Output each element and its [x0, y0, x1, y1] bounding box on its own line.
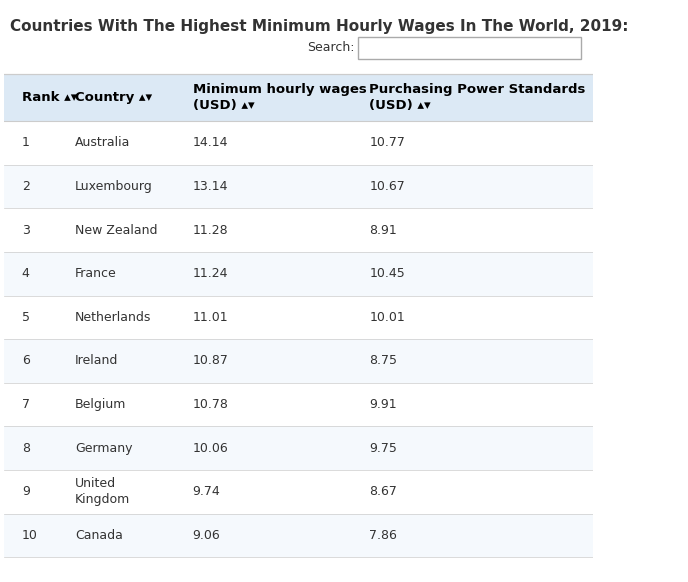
Text: Belgium: Belgium: [75, 398, 126, 411]
FancyBboxPatch shape: [4, 74, 593, 121]
Text: 2: 2: [22, 180, 30, 193]
Text: 10.67: 10.67: [369, 180, 405, 193]
FancyBboxPatch shape: [4, 208, 593, 252]
Text: United
Kingdom: United Kingdom: [75, 477, 130, 506]
Text: 9: 9: [22, 485, 30, 498]
Text: 3: 3: [22, 223, 30, 237]
Text: 10.01: 10.01: [369, 311, 405, 324]
Text: 4: 4: [22, 267, 30, 281]
Text: 11.24: 11.24: [193, 267, 228, 281]
Text: 9.74: 9.74: [193, 485, 220, 498]
Text: 10.77: 10.77: [369, 137, 405, 150]
Text: Germany: Germany: [75, 442, 132, 455]
Text: 10.78: 10.78: [193, 398, 228, 411]
Text: 5: 5: [22, 311, 30, 324]
Text: 13.14: 13.14: [193, 180, 228, 193]
Text: 9.75: 9.75: [369, 442, 397, 455]
Text: 14.14: 14.14: [193, 137, 228, 150]
Text: Netherlands: Netherlands: [75, 311, 151, 324]
FancyBboxPatch shape: [4, 296, 593, 339]
Text: Minimum hourly wages
(USD) ▴▾: Minimum hourly wages (USD) ▴▾: [193, 83, 367, 112]
Text: 8: 8: [22, 442, 30, 455]
Text: 10.87: 10.87: [193, 354, 228, 367]
FancyBboxPatch shape: [358, 37, 581, 59]
Text: 8.67: 8.67: [369, 485, 397, 498]
Text: 6: 6: [22, 354, 30, 367]
FancyBboxPatch shape: [4, 383, 593, 427]
Text: Countries With The Highest Minimum Hourly Wages In The World, 2019:: Countries With The Highest Minimum Hourl…: [10, 19, 629, 34]
FancyBboxPatch shape: [4, 427, 593, 470]
Text: 10.06: 10.06: [193, 442, 228, 455]
FancyBboxPatch shape: [4, 165, 593, 208]
Text: 9.06: 9.06: [193, 529, 220, 542]
Text: 11.28: 11.28: [193, 223, 228, 237]
Text: 8.91: 8.91: [369, 223, 397, 237]
FancyBboxPatch shape: [4, 252, 593, 296]
Text: 10: 10: [22, 529, 38, 542]
Text: Australia: Australia: [75, 137, 130, 150]
Text: France: France: [75, 267, 116, 281]
FancyBboxPatch shape: [4, 339, 593, 383]
Text: Ireland: Ireland: [75, 354, 118, 367]
Text: Search:: Search:: [307, 41, 354, 54]
Text: 11.01: 11.01: [193, 311, 228, 324]
Text: 9.91: 9.91: [369, 398, 397, 411]
Text: 8.75: 8.75: [369, 354, 398, 367]
Text: Canada: Canada: [75, 529, 122, 542]
FancyBboxPatch shape: [4, 513, 593, 557]
Text: Rank ▴▾: Rank ▴▾: [22, 91, 77, 104]
Text: New Zealand: New Zealand: [75, 223, 158, 237]
Text: 7.86: 7.86: [369, 529, 397, 542]
Text: 1: 1: [22, 137, 30, 150]
FancyBboxPatch shape: [4, 121, 593, 165]
Text: Luxembourg: Luxembourg: [75, 180, 153, 193]
Text: 7: 7: [22, 398, 30, 411]
FancyBboxPatch shape: [4, 470, 593, 513]
Text: Purchasing Power Standards
(USD) ▴▾: Purchasing Power Standards (USD) ▴▾: [369, 83, 585, 112]
Text: Country ▴▾: Country ▴▾: [75, 91, 152, 104]
Text: 10.45: 10.45: [369, 267, 405, 281]
